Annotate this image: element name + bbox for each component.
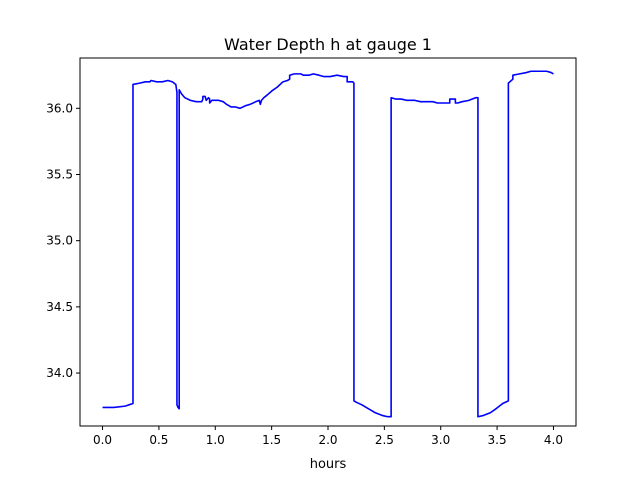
x-tick-label: 0.0	[93, 433, 112, 447]
y-tick-label: 35.5	[46, 167, 73, 181]
x-tick-label: 1.0	[206, 433, 225, 447]
x-tick-label: 3.0	[431, 433, 450, 447]
y-tick-label: 35.0	[46, 234, 73, 248]
y-tick-label: 36.0	[46, 101, 73, 115]
x-axis: 0.0 0.5 1.0 1.5 2.0 2.5 3.0 3.5 4.0	[93, 426, 563, 447]
y-axis: 34.0 34.5 35.0 35.5 36.0	[46, 101, 80, 380]
chart-title: Water Depth h at gauge 1	[224, 35, 432, 54]
x-tick-label: 1.5	[262, 433, 281, 447]
x-tick-label: 0.5	[149, 433, 168, 447]
plot-frame	[79, 57, 577, 427]
x-tick-label: 2.5	[375, 433, 394, 447]
plot-area	[102, 70, 554, 418]
y-tick-label: 34.0	[46, 366, 73, 380]
water-depth-series-line	[102, 70, 554, 418]
y-tick-label: 34.5	[46, 300, 73, 314]
x-axis-label: hours	[310, 457, 347, 472]
x-tick-label: 2.0	[318, 433, 337, 447]
x-tick-label: 3.5	[488, 433, 507, 447]
x-tick-label: 4.0	[544, 433, 563, 447]
